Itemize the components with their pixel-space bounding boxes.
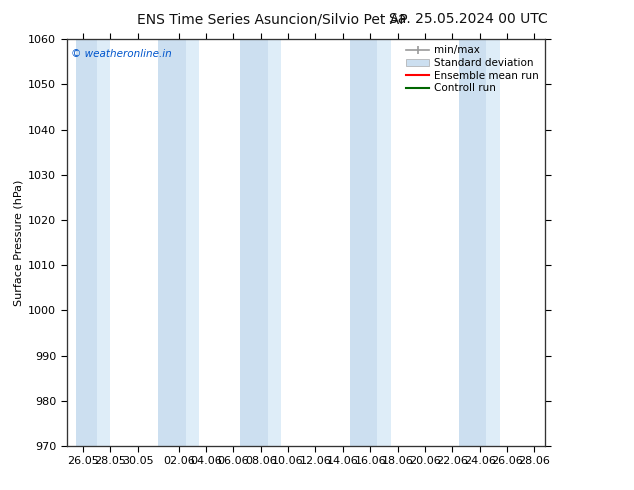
Bar bbox=[350, 39, 377, 446]
Bar bbox=[186, 39, 199, 446]
Bar bbox=[158, 39, 186, 446]
Bar bbox=[96, 39, 110, 446]
Bar bbox=[76, 39, 96, 446]
Text: © weatheronline.in: © weatheronline.in bbox=[72, 49, 172, 59]
Legend: min/max, Standard deviation, Ensemble mean run, Controll run: min/max, Standard deviation, Ensemble me… bbox=[402, 41, 543, 98]
Bar bbox=[486, 39, 500, 446]
Bar bbox=[240, 39, 268, 446]
Bar bbox=[268, 39, 281, 446]
Bar bbox=[459, 39, 486, 446]
Text: Sa. 25.05.2024 00 UTC: Sa. 25.05.2024 00 UTC bbox=[389, 12, 548, 26]
Bar bbox=[377, 39, 391, 446]
Y-axis label: Surface Pressure (hPa): Surface Pressure (hPa) bbox=[14, 179, 24, 306]
Text: ENS Time Series Asuncion/Silvio Pet AP: ENS Time Series Asuncion/Silvio Pet AP bbox=[137, 12, 408, 26]
